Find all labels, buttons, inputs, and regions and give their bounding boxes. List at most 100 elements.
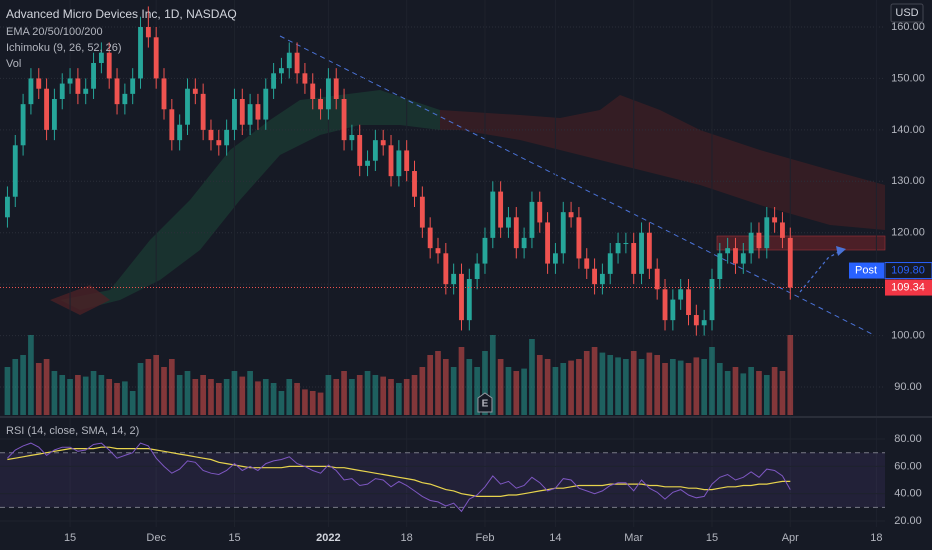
- volume-bar: [654, 355, 661, 415]
- candle-body: [357, 135, 363, 166]
- ichimoku-cloud-red: [440, 95, 885, 230]
- volume-bar: [474, 367, 480, 415]
- volume-bar: [701, 359, 707, 415]
- volume-bar: [145, 359, 152, 415]
- volume-bar: [59, 375, 66, 415]
- volume-bar: [51, 371, 58, 415]
- candle-body: [662, 289, 668, 321]
- volume-bar: [372, 375, 379, 415]
- volume-bar: [192, 379, 199, 415]
- candle-body: [59, 83, 65, 100]
- volume-bar: [630, 351, 637, 415]
- candle-body: [51, 99, 57, 130]
- resistance-zone: [716, 235, 886, 251]
- x-tick-label: Mar: [624, 532, 643, 544]
- volume-bar: [505, 367, 512, 415]
- candle-body: [670, 299, 676, 321]
- candle-body: [333, 78, 339, 100]
- volume-bar: [497, 359, 504, 415]
- candle-body: [169, 109, 175, 141]
- candle-body: [294, 52, 300, 74]
- earnings-marker: [477, 392, 493, 413]
- last-price-label: 109.34: [891, 281, 925, 293]
- volume-bar: [724, 371, 731, 415]
- candle-body: [412, 171, 417, 197]
- candle-body: [756, 232, 762, 249]
- candle-body: [365, 160, 370, 166]
- candle-body: [607, 253, 613, 274]
- candle-body: [372, 140, 378, 161]
- volume-bar: [443, 359, 449, 415]
- currency-box[interactable]: [890, 3, 924, 23]
- candle-body: [592, 268, 597, 285]
- volume-bar: [90, 371, 97, 415]
- volume-bar: [122, 381, 128, 415]
- volume-bar: [779, 371, 786, 415]
- volume-bar: [482, 351, 488, 415]
- candle-body: [427, 227, 433, 249]
- candle-body: [740, 253, 746, 264]
- volume-bar: [161, 367, 167, 415]
- volume-bar: [223, 379, 230, 415]
- y-tick-label: 140.00: [891, 124, 925, 136]
- candle-body: [599, 273, 605, 285]
- trend-line: [279, 35, 873, 335]
- volume-bar: [153, 355, 160, 415]
- ichimoku-cloud-red: [50, 285, 110, 315]
- candle-body: [787, 237, 793, 288]
- volume-bar: [685, 363, 692, 415]
- x-tick-label: 2022: [316, 532, 340, 544]
- candle-body: [44, 88, 50, 130]
- indicator-label: EMA 20/50/100/200: [6, 26, 103, 38]
- post-label: Post: [855, 264, 877, 276]
- candle-body: [263, 88, 269, 120]
- candle-body: [271, 73, 277, 89]
- candle-body: [28, 78, 34, 105]
- candle-body: [498, 191, 504, 228]
- candle-body: [717, 253, 723, 280]
- candle-body: [552, 253, 558, 264]
- candle-body: [576, 217, 582, 259]
- candle-body: [130, 78, 136, 94]
- candle-body: [537, 201, 543, 223]
- rsi-sma-line: [7, 446, 791, 497]
- volume-bar: [309, 391, 316, 415]
- x-tick-label: 18: [401, 532, 413, 544]
- candle-body: [639, 232, 644, 274]
- candle-body: [725, 248, 731, 254]
- rsi-band: [0, 452, 885, 508]
- candle-body: [200, 93, 206, 130]
- candle-body: [318, 99, 323, 110]
- volume-bar: [568, 360, 574, 415]
- candle-body: [177, 124, 183, 141]
- rsi-tick-label: 40.00: [894, 488, 922, 500]
- candle-body: [443, 253, 449, 285]
- candle-body: [733, 248, 738, 264]
- candle-body: [545, 222, 551, 264]
- last-price-box: [885, 279, 932, 296]
- rsi-line: [7, 442, 791, 513]
- volume-bar: [552, 367, 559, 415]
- volume-bar: [583, 351, 590, 415]
- volume-bar: [106, 379, 113, 415]
- rsi-tick-label: 80.00: [894, 433, 922, 445]
- volume-bar: [278, 391, 285, 415]
- x-tick-label: 15: [64, 532, 76, 544]
- volume-bar: [28, 335, 34, 415]
- volume-bar: [114, 383, 120, 415]
- volume-bar: [4, 367, 11, 415]
- candle-body: [701, 320, 707, 326]
- volume-bar: [748, 367, 754, 415]
- volume-bar: [43, 359, 50, 415]
- candle-body: [404, 150, 410, 172]
- volume-bar: [35, 363, 42, 415]
- volume-bar: [466, 359, 473, 415]
- candle-body: [380, 140, 386, 146]
- candle-body: [521, 237, 527, 249]
- volume-bar: [20, 355, 26, 415]
- candle-body: [247, 104, 253, 125]
- candle-body: [12, 145, 18, 197]
- candle-body: [709, 279, 715, 321]
- volume-bar: [333, 379, 340, 415]
